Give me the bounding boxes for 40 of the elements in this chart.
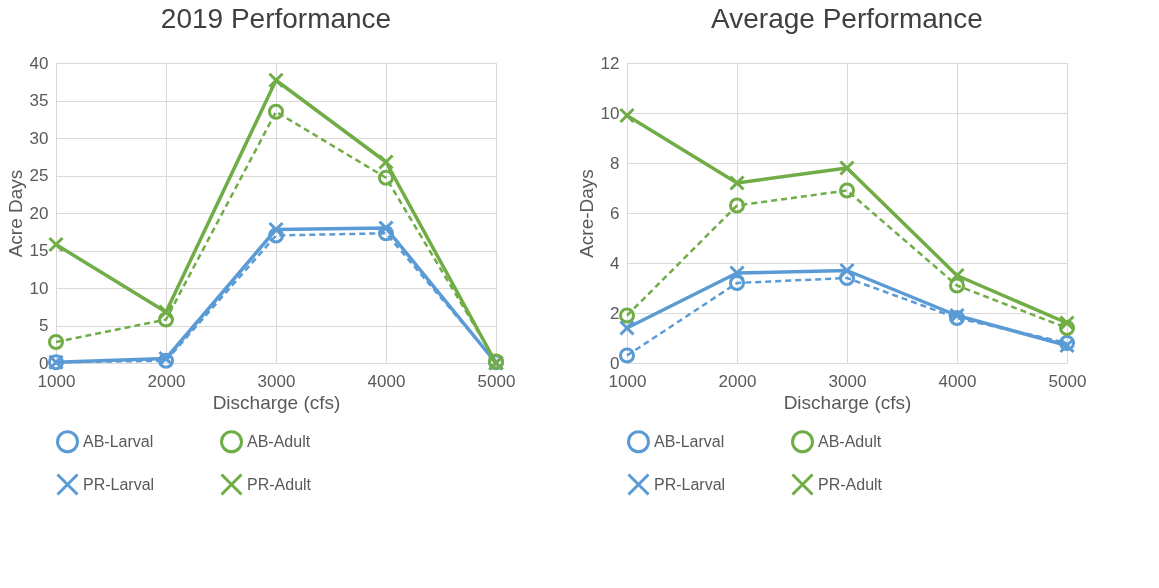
y-tick-label: 10 (600, 103, 620, 123)
x-tick-label: 1000 (37, 371, 76, 391)
legend-label: AB-Larval (654, 432, 725, 450)
legend-label: AB-Larval (83, 432, 154, 450)
y-axis-title: Acre Days (4, 169, 26, 258)
chart-title: 2019 Performance (160, 3, 392, 34)
x-tick-label: 3000 (828, 371, 867, 391)
y-tick-label: 40 (29, 53, 49, 73)
chart-title: Average Performance (711, 3, 983, 34)
y-tick-label: 5 (39, 316, 49, 335)
y-tick-label: 6 (610, 203, 620, 223)
x-tick-label: 4000 (938, 371, 977, 391)
legend-label: PR-Larval (654, 475, 726, 493)
y-tick-label: 15 (29, 241, 49, 260)
y-tick-label: 20 (29, 203, 49, 223)
legend-label: AB-Adult (247, 432, 311, 450)
y-tick-label: 25 (29, 166, 49, 185)
x-tick-label: 2000 (718, 371, 757, 391)
y-tick-label: 30 (29, 128, 49, 148)
legend-label: AB-Adult (818, 432, 882, 450)
y-tick-label: 0 (39, 353, 49, 373)
y-tick-label: 8 (610, 153, 620, 173)
x-tick-label: 3000 (257, 371, 296, 391)
legend-label: PR-Larval (83, 475, 155, 493)
x-tick-label: 5000 (477, 371, 516, 391)
y-tick-label: 35 (29, 91, 49, 110)
x-axis-title: Discharge (cfs) (212, 391, 341, 413)
x-tick-label: 4000 (367, 371, 406, 391)
x-axis-title: Discharge (cfs) (783, 391, 912, 413)
y-tick-label: 10 (29, 278, 49, 298)
y-tick-label: 4 (610, 253, 620, 273)
x-tick-label: 5000 (1048, 371, 1087, 391)
y-axis-title: Acre-Days (575, 169, 597, 258)
x-tick-label: 2000 (147, 371, 186, 391)
x-tick-label: 1000 (608, 371, 647, 391)
legend-label: PR-Adult (247, 475, 312, 493)
y-tick-label: 0 (610, 353, 620, 373)
y-tick-label: 2 (610, 303, 620, 323)
y-tick-label: 12 (600, 53, 620, 73)
legend-label: PR-Adult (818, 475, 883, 493)
